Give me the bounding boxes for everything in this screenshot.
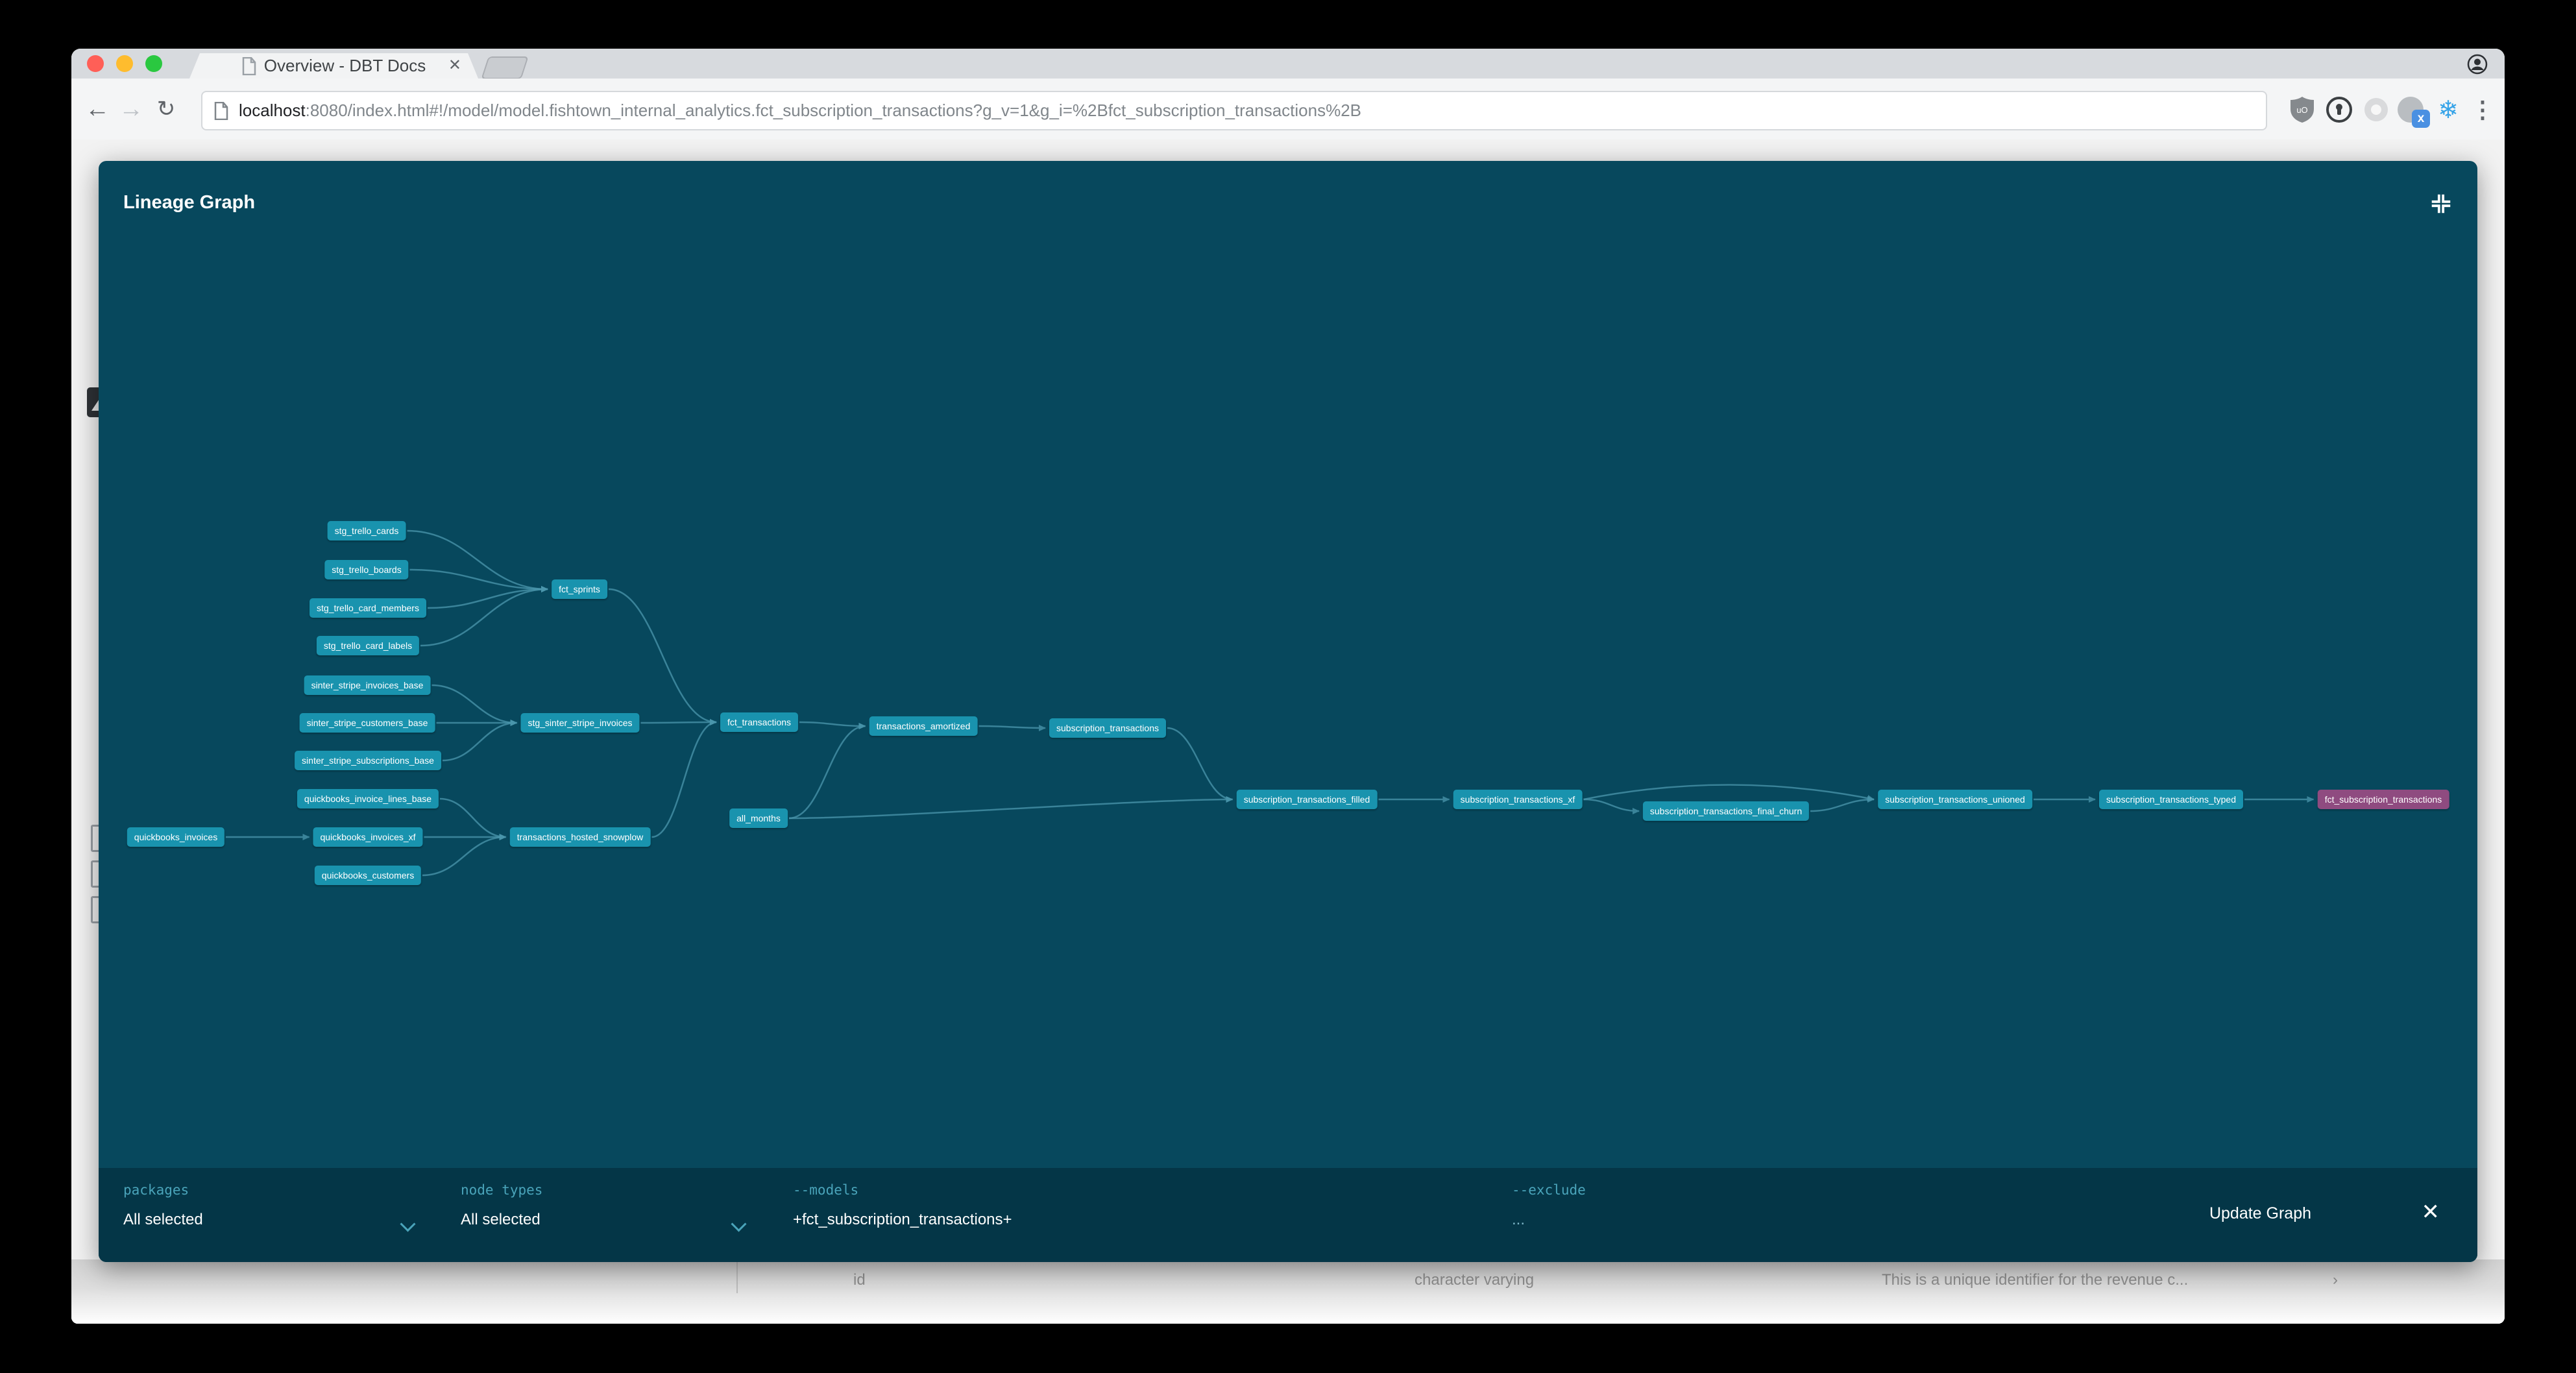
graph-edge-fct_sprints-to-fct_transactions: [608, 588, 717, 725]
tab-title: Overview - DBT Docs: [263, 56, 426, 75]
graph-node-fct_sprints[interactable]: fct_sprints: [552, 579, 607, 599]
close-overlay-icon[interactable]: ✕: [2421, 1200, 2440, 1224]
graph-edge-sinter_stripe_subscriptions_base-to-stg_sinter_stripe_invoices: [442, 720, 518, 762]
back-button[interactable]: ←: [85, 95, 110, 123]
node-types-select[interactable]: All selected: [461, 1211, 541, 1228]
graph-edge-subscription_transactions_xf-to-subscription_transactions_unioned: [1583, 784, 1875, 801]
graph-node-quickbooks_invoices[interactable]: quickbooks_invoices: [127, 827, 225, 847]
graph-node-stg_sinter_stripe_invoices[interactable]: stg_sinter_stripe_invoices: [520, 713, 640, 733]
models-input[interactable]: +fct_subscription_transactions+: [793, 1211, 1012, 1228]
graph-node-quickbooks_customers[interactable]: quickbooks_customers: [314, 866, 422, 885]
graph-edge-subscription_transactions_final_churn-to-subscription_transactions_unioned: [1810, 796, 1875, 812]
graph-node-stg_trello_card_members[interactable]: stg_trello_card_members: [310, 598, 426, 618]
graph-edge-stg_trello_boards-to-fct_sprints: [409, 568, 548, 592]
packages-select[interactable]: All selected: [123, 1211, 203, 1228]
collapse-graph-icon[interactable]: [2427, 189, 2455, 218]
packages-label: packages: [123, 1182, 189, 1198]
profile-avatar-icon[interactable]: [2467, 54, 2488, 78]
graph-edge-stg_trello_cards-to-fct_sprints: [407, 529, 548, 592]
graph-node-all_months[interactable]: all_months: [729, 808, 788, 828]
column-type-cell: character varying: [1415, 1271, 1535, 1289]
new-tab-button[interactable]: [481, 56, 529, 79]
graph-node-quickbooks_invoices_xf[interactable]: quickbooks_invoices_xf: [313, 827, 423, 847]
graph-edge-stg_trello_card_labels-to-fct_sprints: [420, 586, 548, 647]
table-divider: [736, 1259, 738, 1293]
graph-edge-stg_sinter_stripe_invoices-to-fct_transactions: [640, 719, 717, 726]
forward-button: →: [119, 95, 143, 123]
update-graph-button[interactable]: Update Graph: [2209, 1204, 2311, 1222]
gray-extension-icon[interactable]: [2362, 95, 2390, 124]
graph-edge-transactions_hosted_snowplow-to-fct_transactions: [651, 719, 717, 838]
graph-edge-stg_trello_card_members-to-fct_sprints: [427, 586, 548, 609]
packages-control: packages All selected: [123, 1182, 416, 1232]
graph-node-stg_trello_boards[interactable]: stg_trello_boards: [324, 560, 409, 579]
node-types-control: node types All selected: [461, 1182, 747, 1232]
window-close-button[interactable]: [87, 55, 104, 72]
graph-node-sinter_stripe_subscriptions_base[interactable]: sinter_stripe_subscriptions_base: [295, 751, 441, 770]
chevron-down-icon[interactable]: [731, 1216, 747, 1232]
graph-edge-fct_transactions-to-transactions_amortized: [799, 721, 866, 729]
graph-node-transactions_hosted_snowplow[interactable]: transactions_hosted_snowplow: [509, 827, 651, 847]
column-description-cell: This is a unique identifier for the reve…: [1882, 1271, 2189, 1289]
node-types-label: node types: [461, 1182, 543, 1198]
lineage-graph-title: Lineage Graph: [123, 192, 256, 213]
graph-node-quickbooks_invoice_lines_base[interactable]: quickbooks_invoice_lines_base: [297, 789, 439, 808]
graph-edge-quickbooks_customers-to-transactions_hosted_snowplow: [422, 834, 507, 877]
exclude-input[interactable]: ...: [1512, 1211, 1525, 1228]
graph-edge-all_months-to-subscription_transactions_filled: [788, 796, 1233, 820]
x-badge-extension-icon[interactable]: x: [2396, 95, 2430, 128]
graph-node-sinter_stripe_invoices_base[interactable]: sinter_stripe_invoices_base: [304, 675, 431, 695]
graph-edge-sinter_stripe_invoices_base-to-stg_sinter_stripe_invoices: [431, 684, 518, 726]
url-text: localhost:8080/index.html#!/model/model.…: [239, 101, 1361, 121]
lineage-graph-overlay: Lineage Graph: [99, 161, 2477, 1262]
graph-node-subscription_transactions[interactable]: subscription_transactions: [1049, 718, 1166, 738]
page-security-icon[interactable]: [214, 101, 228, 120]
graph-node-fct_transactions[interactable]: fct_transactions: [720, 712, 799, 732]
browser-toolbar: ← → ↻ localhost:8080/index.html#!/model/…: [71, 79, 2505, 140]
graph-edge-subscription_transactions_xf-to-subscription_transactions_final_churn: [1583, 798, 1640, 814]
graph-edge-transactions_amortized-to-subscription_transactions: [978, 724, 1046, 731]
window-minimize-button[interactable]: [116, 55, 133, 72]
row-expand-chevron-icon[interactable]: ›: [2333, 1271, 2338, 1289]
graph-edge-all_months-to-transactions_amortized: [788, 723, 866, 820]
models-label: --models: [793, 1182, 859, 1198]
graph-node-stg_trello_card_labels[interactable]: stg_trello_card_labels: [316, 636, 420, 655]
tab-overview[interactable]: Overview - DBT Docs ✕: [189, 53, 478, 79]
graph-node-transactions_amortized[interactable]: transactions_amortized: [869, 716, 978, 736]
browser-window: Overview - DBT Docs ✕ ← → ↻: [71, 49, 2505, 1324]
exclude-control: --exclude ...: [1512, 1182, 2096, 1228]
snowflake-extension-icon[interactable]: ❄: [2438, 96, 2459, 124]
models-control: --models +fct_subscription_transactions+: [793, 1182, 1442, 1228]
tab-bar: Overview - DBT Docs ✕: [71, 49, 2505, 79]
graph-controls-toolbar: packages All selected node types All sel…: [99, 1168, 2477, 1262]
window-zoom-button[interactable]: [145, 55, 162, 72]
column-table-row: id character varying This is a unique id…: [71, 1259, 2505, 1324]
ublock-extension-icon[interactable]: uO: [2288, 95, 2316, 124]
graph-edge-subscription_transactions-to-subscription_transactions_filled: [1167, 727, 1233, 803]
graph-edge-quickbooks_invoice_lines_base-to-transactions_hosted_snowplow: [439, 797, 507, 840]
tab-close-icon[interactable]: ✕: [448, 56, 461, 74]
url-host: localhost: [239, 101, 306, 120]
graph-node-subscription_transactions_filled[interactable]: subscription_transactions_filled: [1236, 790, 1378, 809]
page-content: id character varying This is a unique id…: [71, 140, 2505, 1324]
column-name-cell: id: [853, 1271, 866, 1289]
address-bar[interactable]: localhost:8080/index.html#!/model/model.…: [201, 91, 2267, 130]
svg-text:uO: uO: [2296, 105, 2307, 115]
url-path: :8080/index.html#!/model/model.fishtown_…: [305, 101, 1361, 120]
graph-node-fct_subscription_transactions[interactable]: fct_subscription_transactions: [2317, 790, 2449, 809]
browser-menu-icon[interactable]: ⋮: [2471, 96, 2494, 123]
onepassword-extension-icon[interactable]: [2325, 95, 2353, 124]
page-favicon-icon: [242, 57, 256, 75]
chevron-down-icon[interactable]: [400, 1216, 416, 1232]
reload-button[interactable]: ↻: [156, 97, 176, 121]
graph-node-subscription_transactions_unioned[interactable]: subscription_transactions_unioned: [1878, 790, 2032, 809]
graph-node-sinter_stripe_customers_base[interactable]: sinter_stripe_customers_base: [299, 713, 435, 733]
graph-node-subscription_transactions_final_churn[interactable]: subscription_transactions_final_churn: [1642, 801, 1810, 821]
graph-node-subscription_transactions_xf[interactable]: subscription_transactions_xf: [1453, 790, 1583, 809]
graph-node-stg_trello_cards[interactable]: stg_trello_cards: [327, 521, 406, 541]
graph-node-subscription_transactions_typed[interactable]: subscription_transactions_typed: [2098, 790, 2244, 809]
exclude-label: --exclude: [1512, 1182, 1586, 1198]
lineage-graph-canvas[interactable]: stg_trello_cards stg_trello_boards stg_tre…: [99, 161, 2477, 1262]
